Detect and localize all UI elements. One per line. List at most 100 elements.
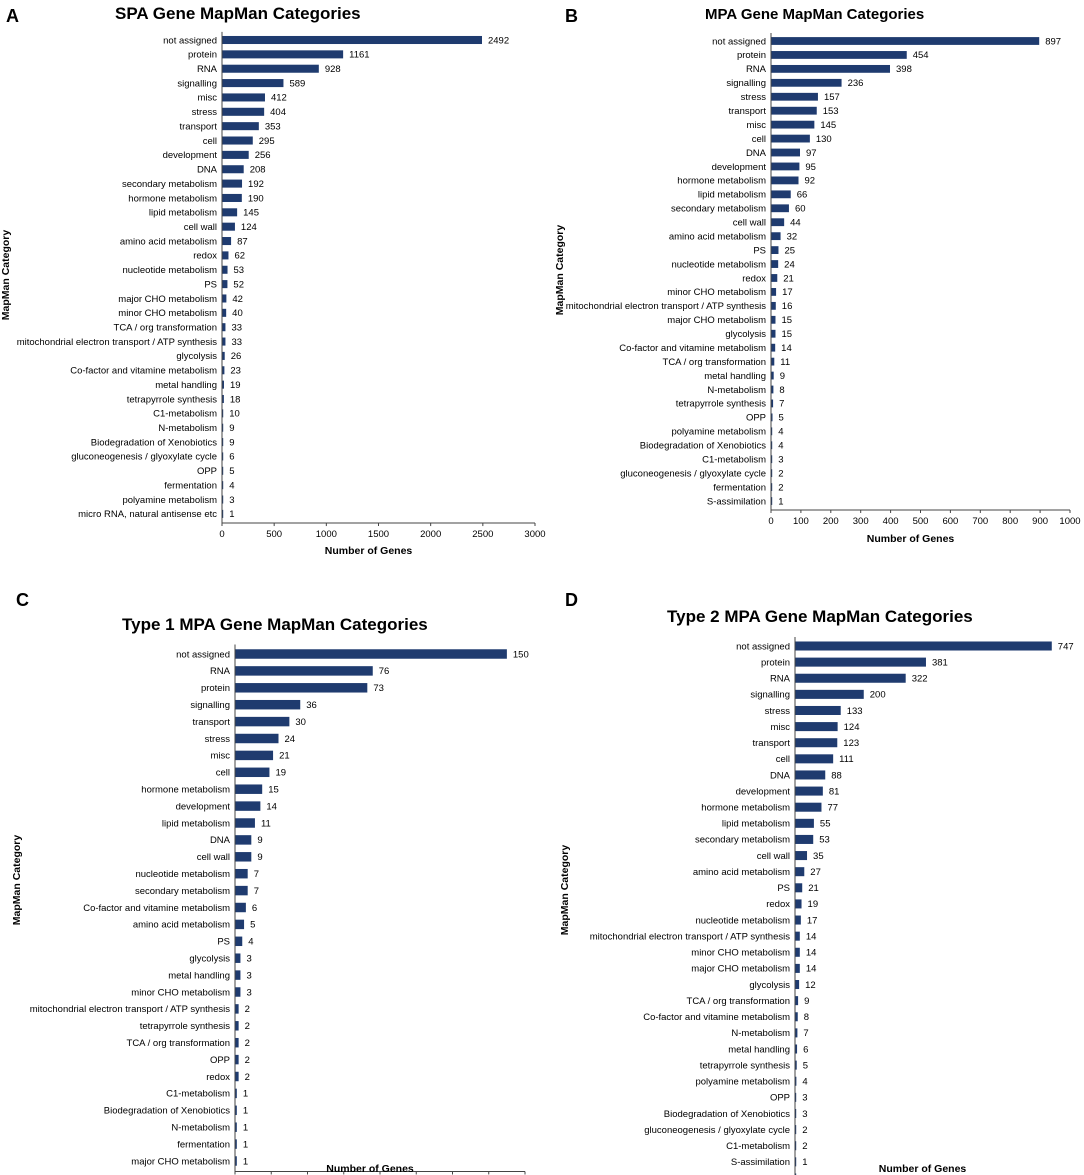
category-label: tetrapyrrole synthesis bbox=[127, 394, 218, 405]
bar bbox=[235, 1122, 237, 1132]
bar bbox=[771, 92, 818, 101]
bar bbox=[235, 1021, 239, 1031]
value-label: 9 bbox=[257, 835, 262, 846]
category-label: signalling bbox=[177, 78, 217, 89]
value-label: 36 bbox=[306, 700, 317, 711]
category-label: nucleotide metabolism bbox=[671, 259, 766, 270]
x-axis-title: Number of Genes bbox=[326, 1163, 414, 1175]
value-label: 5 bbox=[250, 920, 255, 931]
category-label: metal handling bbox=[728, 1044, 790, 1055]
bar bbox=[771, 190, 791, 199]
bar bbox=[771, 427, 773, 436]
bar bbox=[222, 222, 235, 231]
category-label: S-assimilation bbox=[731, 1157, 790, 1168]
category-label: C1-metabolism bbox=[153, 409, 217, 420]
chart-title: MPA Gene MapMan Categories bbox=[705, 6, 924, 23]
bar bbox=[771, 246, 779, 255]
category-label: PS bbox=[777, 883, 790, 894]
category-label: protein bbox=[737, 50, 766, 61]
value-label: 236 bbox=[848, 78, 864, 89]
bar bbox=[771, 176, 799, 185]
value-label: 4 bbox=[778, 427, 783, 438]
bar bbox=[222, 481, 224, 490]
value-label: 1 bbox=[243, 1089, 248, 1100]
category-label: metal handling bbox=[155, 380, 217, 391]
value-label: 15 bbox=[268, 785, 279, 796]
bar bbox=[235, 919, 245, 930]
category-label: DNA bbox=[210, 835, 231, 846]
value-label: 2 bbox=[245, 1038, 250, 1049]
value-label: 4 bbox=[778, 441, 783, 452]
value-label: 5 bbox=[803, 1060, 808, 1071]
value-label: 18 bbox=[230, 394, 241, 405]
value-label: 3 bbox=[246, 987, 251, 998]
bar bbox=[235, 970, 241, 980]
y-axis-title: MapMan Category bbox=[11, 835, 23, 926]
chart-title: Type 2 MPA Gene MapMan Categories bbox=[667, 607, 973, 626]
category-label: misc bbox=[746, 120, 766, 131]
chart-title: Type 1 MPA Gene MapMan Categories bbox=[122, 615, 428, 634]
value-label: 3 bbox=[229, 495, 234, 506]
category-label: glycolysis bbox=[725, 329, 766, 340]
value-label: 44 bbox=[790, 218, 801, 229]
x-tick-label: 100 bbox=[793, 516, 809, 527]
value-label: 14 bbox=[806, 964, 817, 975]
value-label: 2 bbox=[802, 1125, 807, 1136]
category-label: Co-factor and vitamine metabolism bbox=[619, 343, 766, 354]
bar bbox=[795, 947, 800, 957]
bar bbox=[235, 767, 270, 778]
bar bbox=[235, 1088, 237, 1099]
bar bbox=[795, 867, 805, 877]
value-label: 55 bbox=[820, 819, 831, 830]
category-label: redox bbox=[766, 899, 790, 910]
value-label: 1 bbox=[243, 1106, 248, 1117]
value-label: 14 bbox=[806, 931, 817, 942]
value-label: 3 bbox=[246, 954, 251, 965]
category-label: tetrapyrrole synthesis bbox=[676, 399, 767, 410]
value-label: 133 bbox=[847, 706, 863, 717]
bar bbox=[771, 385, 774, 394]
bar bbox=[795, 722, 838, 732]
value-label: 53 bbox=[819, 835, 830, 846]
bar bbox=[771, 120, 815, 129]
chart-panel-b: B MPA Gene MapMan Categories not assigned… bbox=[545, 0, 1084, 560]
category-label: glycolysis bbox=[189, 954, 230, 965]
panel-letter-b: B bbox=[565, 6, 578, 26]
value-label: 3 bbox=[246, 970, 251, 981]
category-label: minor CHO metabolism bbox=[131, 987, 230, 998]
value-label: 32 bbox=[787, 231, 798, 242]
value-label: 97 bbox=[806, 148, 817, 159]
category-label: secondary metabolism bbox=[695, 835, 790, 846]
value-label: 30 bbox=[295, 717, 306, 728]
category-label: amino acid metabolism bbox=[669, 231, 766, 242]
bar bbox=[795, 641, 1052, 651]
x-tick-label: 600 bbox=[942, 516, 958, 527]
bar bbox=[771, 232, 781, 241]
bar bbox=[235, 885, 248, 896]
category-label: major CHO metabolism bbox=[667, 315, 766, 326]
bar bbox=[222, 323, 226, 332]
category-label: OPP bbox=[197, 466, 217, 477]
bar bbox=[235, 818, 255, 828]
chart-title: SPA Gene MapMan Categories bbox=[115, 4, 361, 23]
chart-panel-a: A SPA Gene MapMan Categories not assigned… bbox=[0, 0, 546, 560]
bar bbox=[771, 162, 800, 171]
bar bbox=[222, 351, 225, 360]
value-label: 17 bbox=[807, 915, 818, 926]
bar bbox=[771, 78, 842, 87]
category-label: mitochondrial electron transport / ATP s… bbox=[566, 301, 767, 312]
bar bbox=[771, 441, 773, 450]
value-label: 4 bbox=[802, 1077, 807, 1088]
bar bbox=[235, 666, 373, 676]
bar bbox=[235, 1105, 237, 1116]
x-tick-label: 1000 bbox=[1059, 516, 1080, 527]
category-label: stress bbox=[741, 92, 767, 103]
category-label: not assigned bbox=[163, 35, 217, 46]
bar bbox=[795, 931, 800, 941]
category-label: cell wall bbox=[184, 222, 217, 233]
value-label: 6 bbox=[803, 1044, 808, 1055]
category-label: N-metabolism bbox=[731, 1028, 790, 1039]
category-label: lipid metabolism bbox=[698, 190, 766, 201]
value-label: 76 bbox=[379, 666, 390, 677]
